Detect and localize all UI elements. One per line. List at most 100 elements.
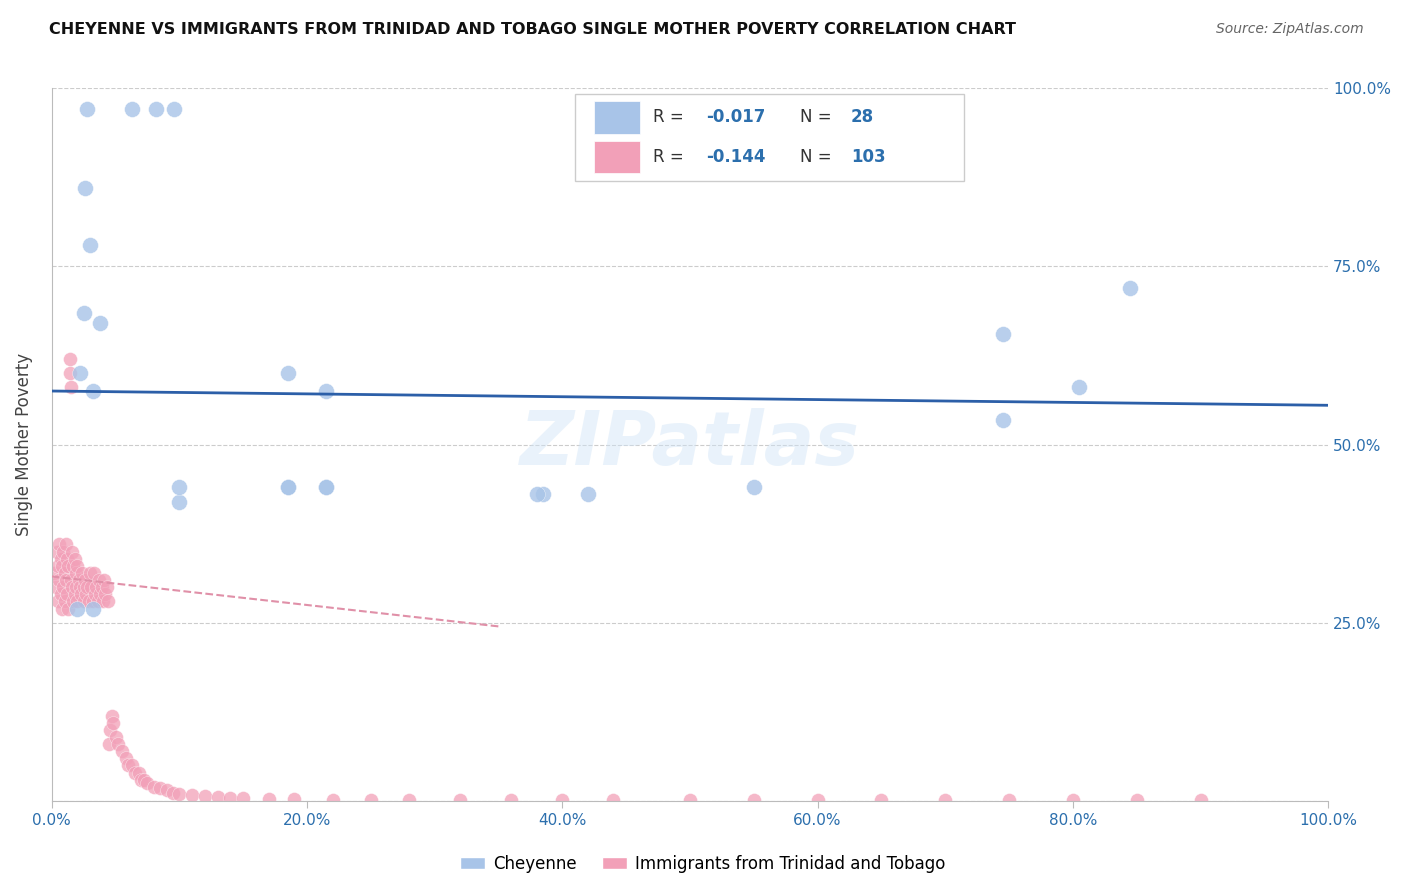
Point	[1062, 793, 1084, 807]
Point	[169, 494, 191, 508]
Text: CHEYENNE VS IMMIGRANTS FROM TRINIDAD AND TOBAGO SINGLE MOTHER POVERTY CORRELATIO: CHEYENNE VS IMMIGRANTS FROM TRINIDAD AND…	[49, 22, 1017, 37]
Point	[142, 780, 165, 794]
Point	[46, 594, 69, 608]
Text: -0.017: -0.017	[707, 108, 766, 126]
Point	[86, 594, 108, 608]
Text: R =: R =	[652, 148, 689, 166]
Point	[69, 580, 91, 594]
Point	[70, 587, 93, 601]
Point	[94, 587, 117, 601]
Point	[63, 587, 86, 601]
Point	[277, 366, 299, 380]
Point	[104, 730, 127, 744]
Point	[576, 487, 599, 501]
Point	[73, 180, 96, 194]
Point	[91, 594, 114, 608]
Point	[79, 237, 101, 252]
Point	[89, 587, 111, 601]
Point	[59, 573, 82, 587]
Point	[121, 758, 143, 772]
Point	[315, 480, 337, 494]
Point	[531, 487, 554, 501]
Point	[62, 558, 84, 573]
Text: 28: 28	[851, 108, 875, 126]
Point	[742, 793, 765, 807]
Point	[72, 566, 94, 580]
Point	[93, 573, 115, 587]
Point	[66, 594, 89, 608]
Point	[1119, 280, 1142, 294]
Point	[60, 544, 83, 558]
Point	[53, 594, 76, 608]
Point	[90, 580, 112, 594]
Point	[87, 573, 110, 587]
Point	[56, 587, 79, 601]
Point	[194, 789, 217, 804]
Point	[998, 793, 1021, 807]
Point	[934, 793, 956, 807]
Point	[449, 793, 471, 807]
Point	[111, 744, 134, 758]
Point	[207, 789, 229, 804]
Point	[49, 587, 72, 601]
Point	[96, 580, 118, 594]
Point	[56, 551, 79, 566]
Point	[100, 708, 122, 723]
Point	[58, 558, 80, 573]
Point	[124, 765, 146, 780]
Point	[76, 103, 98, 117]
Text: N =: N =	[800, 108, 837, 126]
Point	[89, 316, 111, 330]
Point	[101, 715, 124, 730]
Point	[283, 792, 305, 806]
Point	[45, 544, 67, 558]
Point	[1189, 793, 1212, 807]
Point	[742, 480, 765, 494]
Point	[277, 480, 299, 494]
Point	[162, 786, 184, 800]
Point	[322, 793, 344, 807]
Point	[49, 551, 72, 566]
FancyBboxPatch shape	[575, 94, 965, 180]
Point	[80, 580, 103, 594]
FancyBboxPatch shape	[595, 101, 640, 134]
Text: ZIPatlas: ZIPatlas	[520, 408, 860, 481]
Point	[163, 103, 186, 117]
Legend: Cheyenne, Immigrants from Trinidad and Tobago: Cheyenne, Immigrants from Trinidad and T…	[454, 848, 952, 880]
Point	[219, 790, 242, 805]
Point	[73, 573, 96, 587]
Point	[82, 384, 104, 398]
Point	[602, 793, 624, 807]
Point	[117, 758, 139, 772]
Point	[73, 305, 96, 319]
Point	[870, 793, 893, 807]
Point	[69, 366, 91, 380]
Text: Source: ZipAtlas.com: Source: ZipAtlas.com	[1216, 22, 1364, 37]
Point	[551, 793, 574, 807]
Point	[67, 573, 90, 587]
Point	[58, 601, 80, 615]
Point	[257, 792, 280, 806]
Point	[63, 551, 86, 566]
Point	[62, 594, 84, 608]
Text: -0.144: -0.144	[707, 148, 766, 166]
Point	[169, 787, 191, 801]
Point	[107, 737, 129, 751]
Point	[48, 537, 70, 551]
Point	[100, 723, 122, 737]
Point	[82, 601, 104, 615]
Point	[82, 594, 104, 608]
Point	[73, 594, 96, 608]
Point	[991, 412, 1014, 426]
Point	[156, 783, 179, 797]
Point	[98, 737, 121, 751]
Point	[53, 566, 76, 580]
Point	[315, 480, 337, 494]
Point	[66, 558, 89, 573]
Point	[132, 772, 155, 787]
Point	[97, 594, 120, 608]
Point	[86, 580, 108, 594]
Point	[75, 587, 97, 601]
Point	[169, 480, 191, 494]
Point	[136, 776, 159, 790]
